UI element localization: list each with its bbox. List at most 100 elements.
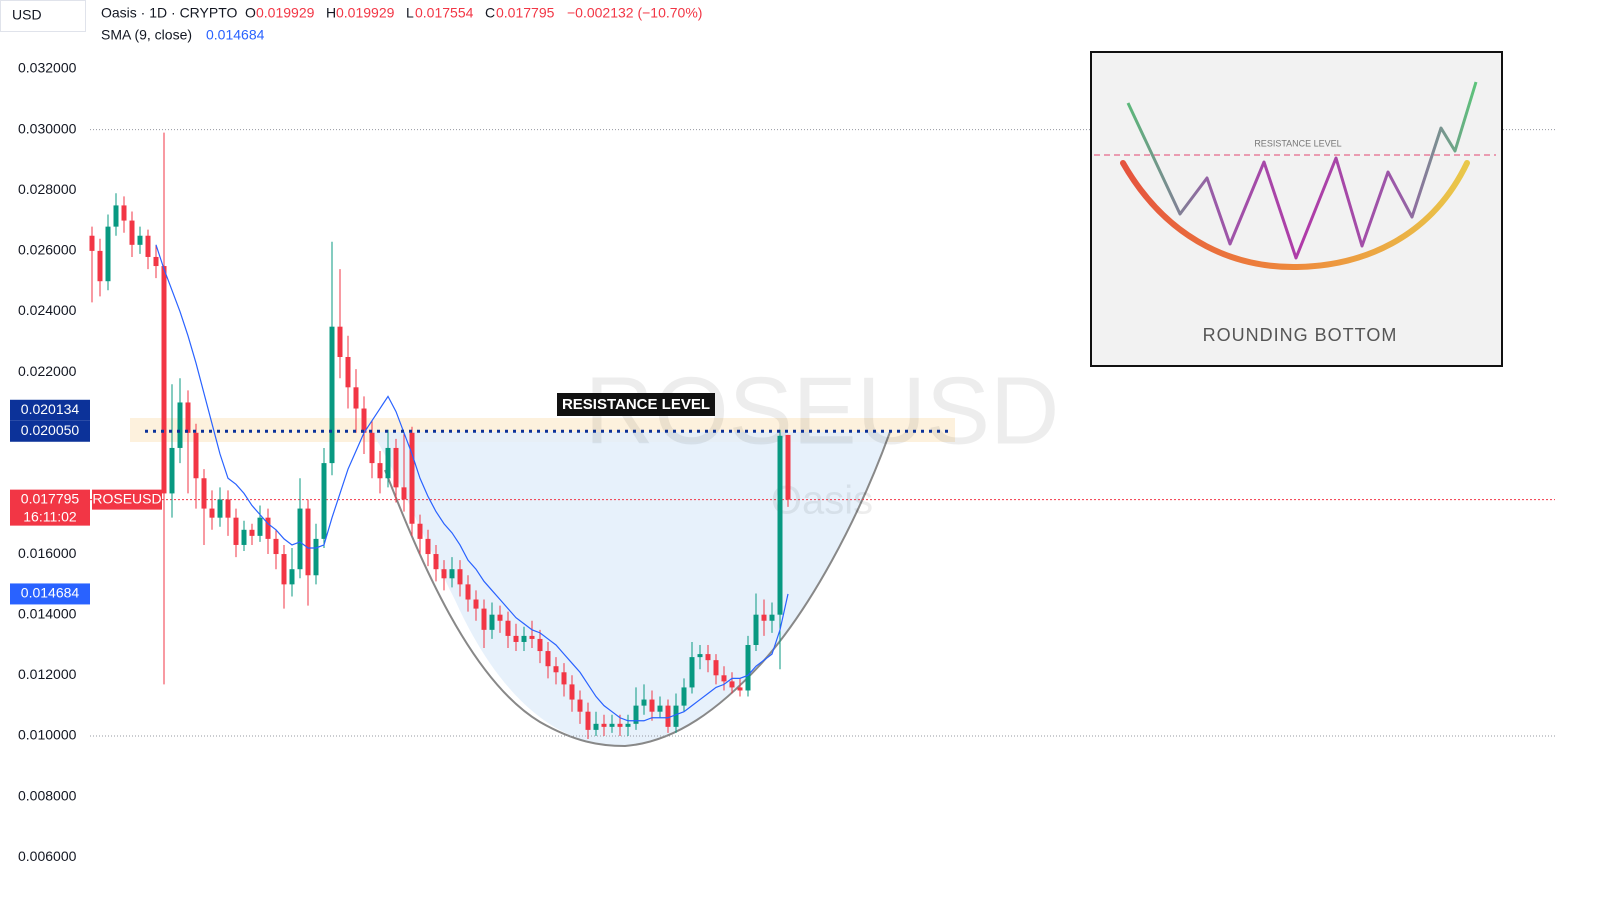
indicator: SMA (9, close) <box>101 27 192 43</box>
candle-body <box>409 432 415 524</box>
high-label: H <box>326 5 336 21</box>
close-label: C <box>485 5 495 21</box>
candle-body <box>185 402 191 433</box>
candle-body <box>433 554 439 570</box>
candle-body <box>761 614 767 621</box>
price-label-box <box>10 399 90 421</box>
candle-body <box>257 517 263 536</box>
candle-body <box>377 463 383 479</box>
candle-body <box>313 538 319 576</box>
candle-body <box>665 705 671 727</box>
price-label-time: 16:11:02 <box>23 508 77 524</box>
candle-body <box>721 675 727 682</box>
price-label: 0.020050 <box>21 422 80 438</box>
candle-body <box>129 220 135 245</box>
candle-body <box>369 432 375 464</box>
candle-body <box>465 584 471 600</box>
candle-body <box>657 705 663 712</box>
candle-body <box>89 235 95 251</box>
y-tick-label: 0.014000 <box>18 605 77 621</box>
candle-body <box>505 620 511 636</box>
close-value: 0.017795 <box>496 5 555 21</box>
marks-layer <box>89 129 1555 739</box>
open-value: 0.019929 <box>256 5 315 21</box>
candle-body <box>729 681 735 688</box>
low-value: 0.017554 <box>415 5 474 21</box>
candle-body <box>225 499 231 518</box>
y-tick-label: 0.006000 <box>18 848 77 864</box>
y-tick-label: 0.010000 <box>18 727 77 743</box>
candle-body <box>737 687 743 691</box>
currency[interactable]: USD <box>12 7 42 23</box>
candle-body <box>753 614 759 645</box>
rounding-bottom-fill <box>372 432 890 747</box>
rounding-bottom-curve <box>384 431 891 748</box>
candle-body <box>393 447 399 488</box>
candle-body <box>481 608 487 630</box>
candle-body <box>777 435 783 615</box>
candle-body <box>529 635 535 639</box>
candle-body <box>473 599 479 609</box>
candle-body <box>209 508 215 518</box>
annotation-box <box>557 393 715 416</box>
candle-body <box>417 523 423 539</box>
candle-body <box>577 699 583 712</box>
symbol: Oasis · 1D · CRYPTO <box>101 5 238 21</box>
candle-body <box>233 517 239 545</box>
candle-body <box>193 432 199 479</box>
candle-body <box>617 723 623 727</box>
y-tick-label: 0.024000 <box>18 302 77 318</box>
candle-body <box>137 235 143 245</box>
candle-body <box>113 205 119 227</box>
candle-body <box>337 326 343 357</box>
candle-body <box>649 699 655 712</box>
candle-body <box>561 672 567 685</box>
candle-body <box>745 644 751 691</box>
candle-body <box>681 687 687 706</box>
candle-body <box>345 356 351 388</box>
inset-resistance-label: RESISTANCE LEVEL <box>1254 138 1341 148</box>
candle-body <box>161 266 167 494</box>
candle-body <box>289 569 295 585</box>
candle-body <box>689 657 695 688</box>
candle-body <box>321 463 327 539</box>
candle-body <box>201 478 207 509</box>
y-tick-label: 0.032000 <box>18 60 77 76</box>
price-label-box <box>10 420 90 442</box>
candle-body <box>145 235 151 257</box>
candle-body <box>121 205 127 221</box>
y-tick-label: 0.030000 <box>18 120 77 136</box>
candle-body <box>281 554 287 585</box>
indicator-value: 0.014684 <box>206 27 265 43</box>
candle-body <box>361 408 367 433</box>
candle-body <box>105 226 111 282</box>
sma-line <box>155 244 789 722</box>
y-tick-label: 0.026000 <box>18 242 77 258</box>
price-label-box <box>10 583 90 605</box>
candle-body <box>553 666 559 673</box>
candle-body <box>169 447 175 494</box>
candle-body <box>633 705 639 724</box>
symbol-tag-box <box>92 489 162 510</box>
y-tick-label: 0.022000 <box>18 363 77 379</box>
candle-body <box>457 569 463 585</box>
candle-body <box>785 434 791 500</box>
candle-body <box>545 651 551 667</box>
candle-body <box>401 487 407 500</box>
y-tick-label: 0.016000 <box>18 545 77 561</box>
candle-body <box>353 387 359 409</box>
high-value: 0.019929 <box>336 5 395 21</box>
currency-box[interactable] <box>0 0 86 32</box>
price-label: 0.014684 <box>21 585 80 601</box>
price-label: 0.020134 <box>21 401 80 417</box>
candle-body <box>705 654 711 661</box>
candle-body <box>521 635 527 642</box>
inset: RESISTANCE LEVEL ROUNDING BOTTOM <box>1090 51 1503 367</box>
candle-body <box>305 508 311 576</box>
candle-body <box>569 684 575 700</box>
candle-body <box>97 250 103 282</box>
candle-body <box>601 723 607 727</box>
candle-body <box>265 517 271 539</box>
candle-body <box>609 723 615 727</box>
